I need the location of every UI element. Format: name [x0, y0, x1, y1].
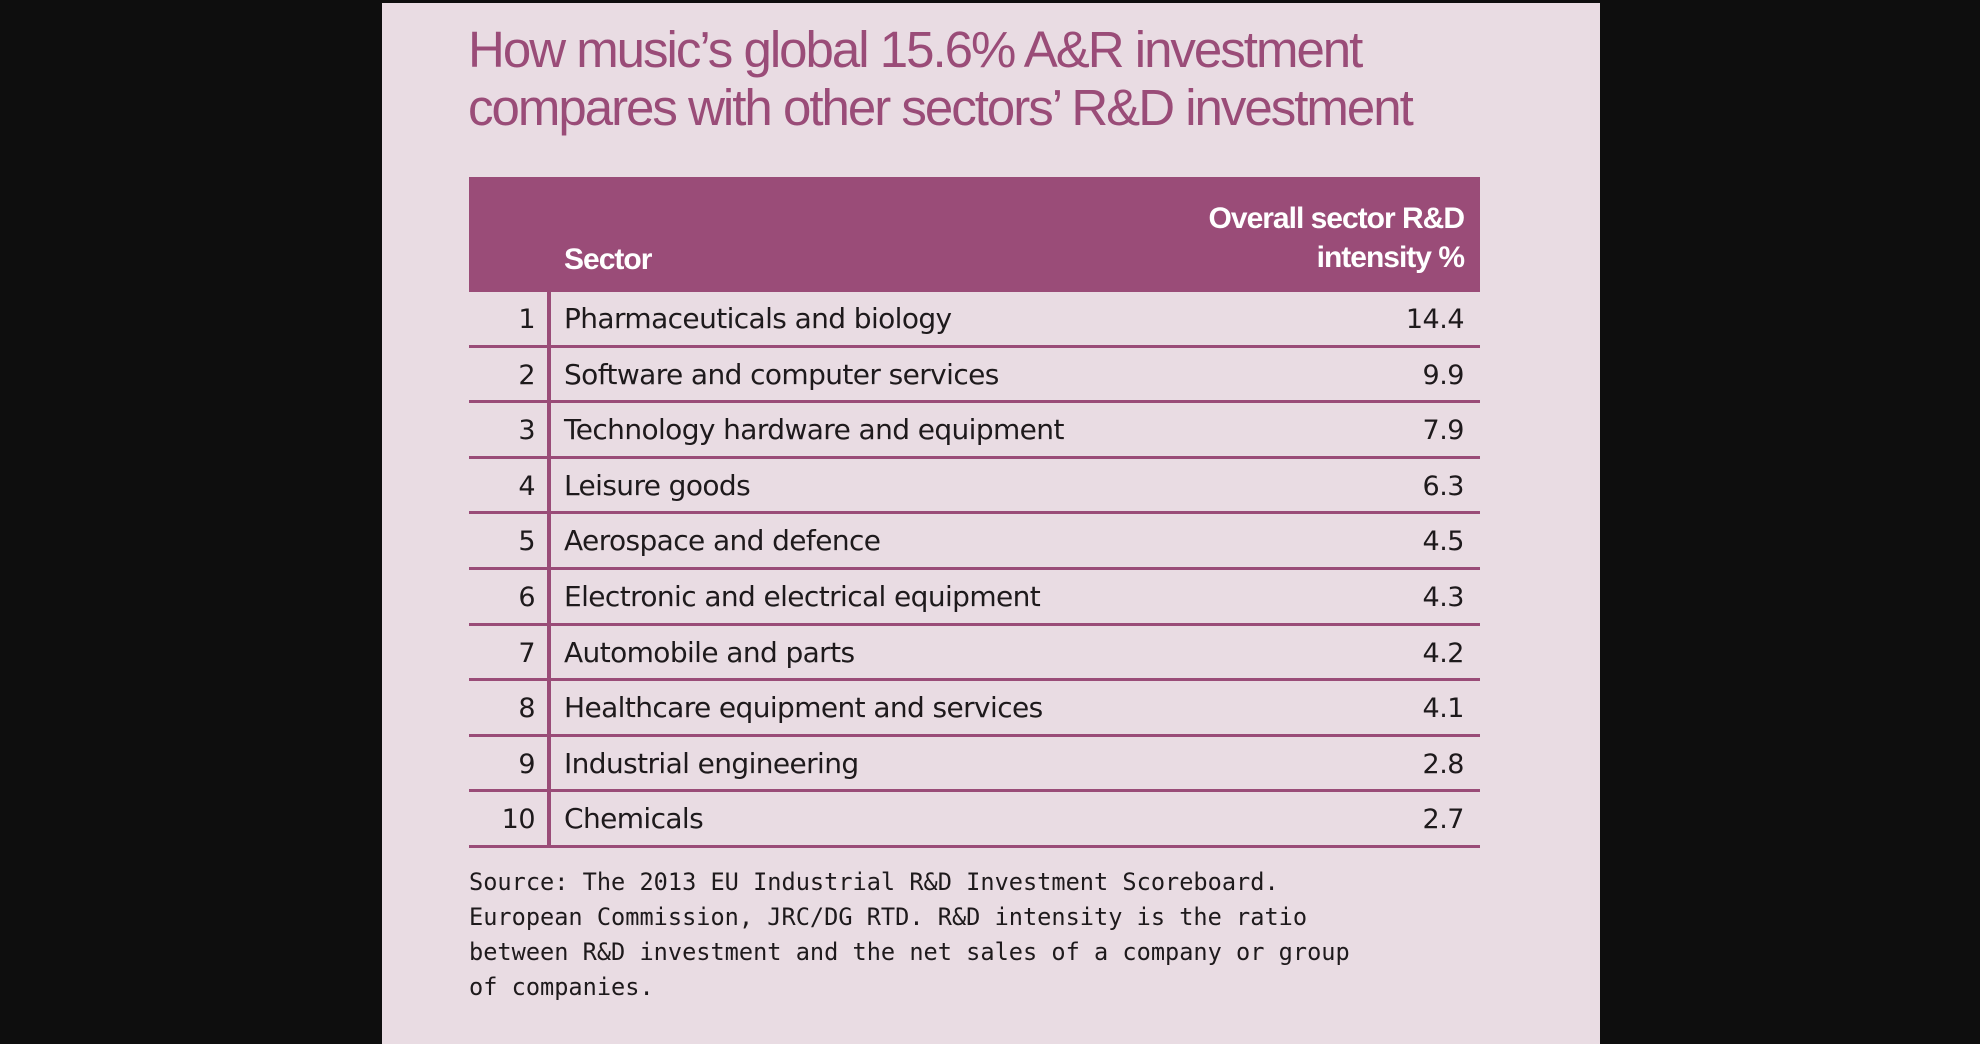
row-rank: 4: [518, 470, 535, 502]
row-rank: 7: [518, 637, 535, 669]
rank-divider: [547, 292, 551, 345]
table-row: 1 Pharmaceuticals and biology 14.4: [469, 292, 1480, 348]
rank-divider: [547, 403, 551, 456]
table-row: 8 Healthcare equipment and services 4.1: [469, 681, 1480, 737]
row-rank: 8: [518, 693, 535, 725]
row-intensity-value: 14.4: [1405, 304, 1465, 335]
row-rank: 6: [518, 581, 535, 613]
table-row: 2 Software and computer services 9.9: [469, 347, 1480, 404]
row-sector: Automobile and parts: [564, 635, 855, 669]
table-header: Sector Overall sector R&D intensity %: [469, 177, 1480, 292]
table-row: 9 Industrial engineering 2.8: [469, 736, 1480, 793]
row-rank: 1: [518, 304, 535, 335]
row-sector: Technology hardware and equipment: [564, 413, 1064, 447]
row-rank: 9: [518, 748, 535, 780]
rank-divider: [547, 625, 551, 679]
row-sector: Chemicals: [564, 802, 704, 836]
row-intensity-value: 4.2: [1422, 637, 1465, 669]
row-sector: Healthcare equipment and services: [564, 691, 1043, 725]
header-sector: Sector: [564, 243, 652, 276]
row-intensity-value: 2.7: [1422, 804, 1465, 836]
rank-divider: [547, 792, 551, 845]
row-sector: Software and computer services: [564, 357, 999, 391]
table-row: 6 Electronic and electrical equipment 4.3: [469, 569, 1480, 626]
row-intensity-value: 4.1: [1422, 693, 1465, 725]
row-rank: 10: [501, 804, 536, 836]
row-intensity-value: 7.9: [1422, 415, 1465, 447]
rank-divider: [547, 347, 551, 401]
header-intensity: Overall sector R&D intensity %: [1208, 202, 1465, 274]
table-row: 7 Automobile and parts 4.2: [469, 625, 1480, 682]
rank-divider: [547, 514, 551, 567]
row-rank: 3: [518, 415, 535, 447]
table-body: 1 Pharmaceuticals and biology 14.4 2 Softwar…: [469, 292, 1480, 848]
rank-divider: [547, 569, 551, 623]
row-intensity-value: 2.8: [1422, 748, 1465, 780]
row-sector: Electronic and electrical equipment: [564, 579, 1041, 613]
row-intensity-value: 4.3: [1422, 581, 1465, 613]
infographic-panel: How music’s global 15.6% A&R investment …: [382, 3, 1600, 1044]
row-intensity-value: 6.3: [1422, 470, 1465, 502]
rank-divider: [547, 736, 551, 790]
row-intensity-value: 4.5: [1422, 526, 1465, 558]
table-row: 4 Leisure goods 6.3: [469, 458, 1480, 515]
table-row: 10 Chemicals 2.7: [469, 792, 1480, 848]
row-rank: 2: [518, 359, 535, 391]
row-sector: Leisure goods: [564, 468, 751, 502]
source-note: Source: The 2013 EU Industrial R&D Inves…: [469, 868, 1350, 1001]
row-sector: Industrial engineering: [564, 746, 859, 780]
table-row: 5 Aerospace and defence 4.5: [469, 514, 1480, 570]
row-sector: Aerospace and defence: [564, 524, 881, 558]
row-sector: Pharmaceuticals and biology: [564, 302, 952, 335]
table-row: 3 Technology hardware and equipment 7.9: [469, 403, 1480, 459]
row-intensity-value: 9.9: [1422, 359, 1465, 391]
rank-divider: [547, 681, 551, 734]
row-rank: 5: [518, 526, 535, 558]
chart-title: How music’s global 15.6% A&R investment …: [468, 21, 1414, 136]
rank-divider: [547, 458, 551, 512]
